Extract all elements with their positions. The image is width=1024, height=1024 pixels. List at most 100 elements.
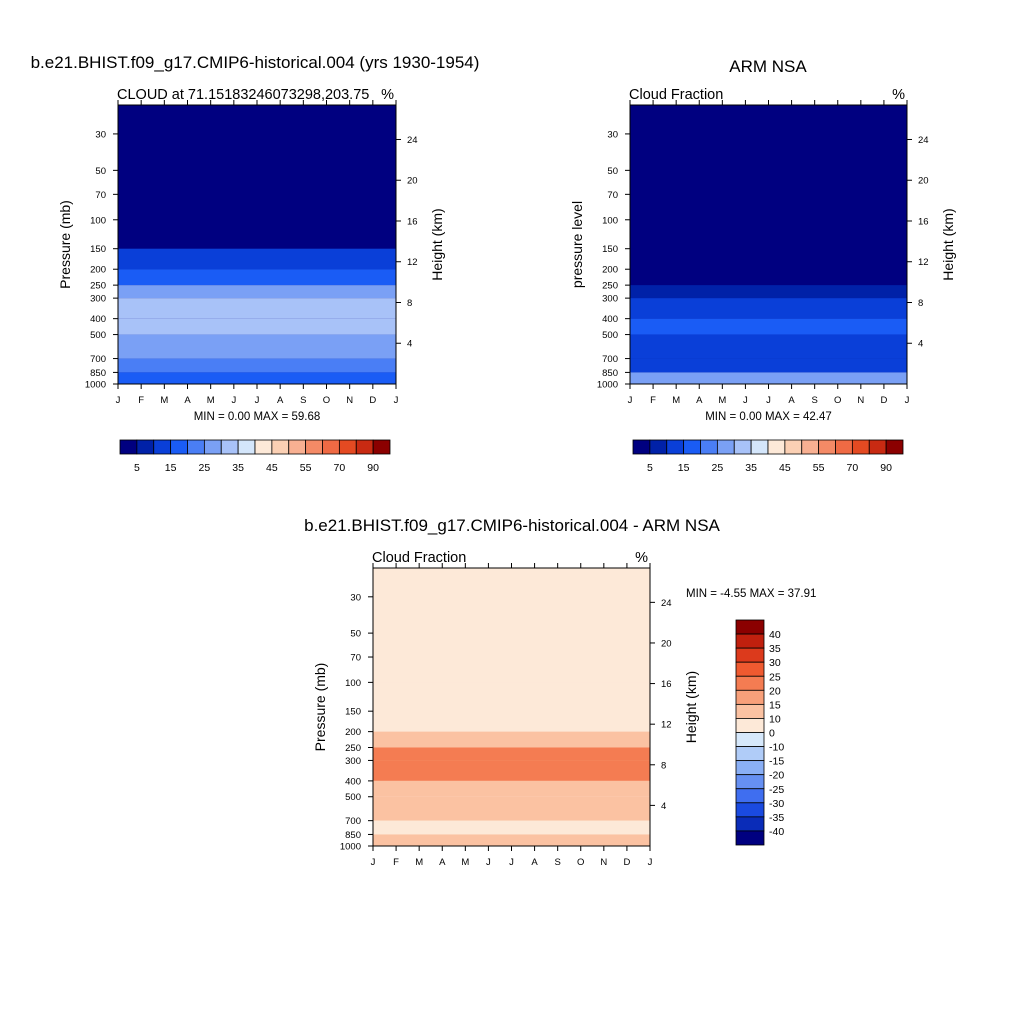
model-y-tick-label: 850 (90, 368, 106, 379)
diff-y-tick-label: 100 (345, 678, 361, 689)
model-title: b.e21.BHIST.f09_g17.CMIP6-historical.004… (31, 53, 480, 72)
obs-colorbar-label: 25 (712, 462, 724, 474)
diff-colorbar-box (735, 661, 765, 677)
model-x-tick-label: S (300, 395, 306, 406)
model-panel: b.e21.BHIST.f09_g17.CMIP6-historical.004… (31, 53, 480, 474)
diff-colorbar-label: 30 (769, 657, 781, 669)
diff-colorbar-label: -10 (769, 742, 784, 754)
model-y-tick-label: 500 (90, 330, 106, 341)
obs-y-tick-label: 500 (602, 330, 618, 341)
obs-x-tick-label: A (788, 395, 795, 406)
model-field-band (118, 133, 396, 249)
obs-panel: ARM NSA Cloud Fraction % J F M A M J J A S O N D J 30 50 7… (569, 57, 956, 474)
obs-x-tick-label: D (880, 395, 887, 406)
diff-colorbar-box (735, 732, 765, 747)
obs-x-tick-label: N (857, 395, 864, 406)
model-height-tick-label: 20 (407, 176, 418, 187)
obs-y-tick-label: 200 (602, 265, 618, 276)
diff-y-tick-label: 30 (350, 592, 361, 603)
obs-y-axis-label: pressure level (569, 201, 585, 288)
obs-colorbar-label: 90 (880, 462, 892, 474)
model-colorbar-label: 15 (165, 462, 177, 474)
obs-colorbar-box (784, 439, 803, 455)
model-y-tick-label: 400 (90, 314, 106, 325)
diff-y-tick-label: 150 (345, 707, 361, 718)
model-field-band (118, 358, 396, 373)
model-field-band (118, 298, 396, 319)
obs-colorbar-box (750, 439, 769, 455)
diff-colorbar-label: -25 (769, 784, 784, 796)
model-colorbar-box (153, 439, 172, 455)
model-colorbar-box (170, 439, 188, 455)
diff-minmax: MIN = -4.55 MAX = 37.91 (686, 588, 816, 600)
diff-x-tick-label: J (371, 857, 376, 868)
diff-colorbar-label: 25 (769, 671, 781, 683)
model-y-tick-label: 30 (95, 129, 106, 140)
obs-y-tick-label: 300 (602, 294, 618, 305)
obs-colorbar-box (632, 439, 651, 455)
diff-colorbar-label: 20 (769, 685, 781, 697)
obs-colorbar-label: 35 (745, 462, 757, 474)
model-y-tick-label: 150 (90, 244, 106, 255)
obs-field-band (630, 334, 907, 359)
model-x-tick-label: M (160, 395, 168, 406)
obs-colorbar-box (868, 439, 887, 455)
obs-colorbar-label: 15 (678, 462, 690, 474)
obs-colorbar-label: 5 (647, 462, 653, 474)
obs-field-band (630, 358, 907, 373)
diff-y-tick-label: 850 (345, 830, 361, 841)
diff-x-tick-label: O (577, 857, 584, 868)
diff-height-tick-label: 8 (661, 760, 666, 771)
obs-field-band (630, 133, 907, 286)
model-y-tick-label: 1000 (85, 380, 106, 391)
diff-x-tick-label: N (600, 857, 607, 868)
diff-height-tick-label: 16 (661, 679, 672, 690)
diff-y-tick-label: 500 (345, 792, 361, 803)
obs-minmax: MIN = 0.00 MAX = 42.47 (705, 411, 832, 423)
obs-colorbar-label: 55 (813, 462, 825, 474)
obs-subtitle-left: Cloud Fraction (629, 87, 723, 103)
model-subtitle-units: % (381, 87, 394, 103)
model-y-tick-label: 100 (90, 215, 106, 226)
obs-colorbar-box (716, 439, 735, 455)
model-x-tick-label: J (231, 395, 236, 406)
model-colorbar-label: 45 (266, 462, 278, 474)
model-y-tick-label: 250 (90, 281, 106, 292)
model-colorbar-box (355, 439, 374, 455)
model-minmax: MIN = 0.00 MAX = 59.68 (194, 411, 321, 423)
model-x-tick-label: J (255, 395, 260, 406)
diff-colorbar-box (735, 788, 765, 804)
diff-y-tick-label: 700 (345, 816, 361, 827)
diff-colorbar-box (735, 703, 765, 719)
diff-colorbar-box (735, 718, 765, 733)
obs-x-tick-label: J (743, 395, 748, 406)
model-colorbar-box (203, 439, 222, 455)
model-colorbar-label: 90 (367, 462, 379, 474)
model-x-tick-label: J (116, 395, 121, 406)
model-colorbar-box (338, 439, 357, 455)
model-x-tick-label: M (207, 395, 215, 406)
diff-field-band (373, 682, 650, 712)
diff-colorbar-box (735, 830, 765, 846)
diff-x-tick-label: A (531, 857, 538, 868)
model-colorbar-box (305, 439, 323, 455)
diff-colorbar-label: -15 (769, 756, 784, 768)
diff-x-tick-label: J (648, 857, 653, 868)
obs-height-tick-label: 16 (918, 216, 929, 227)
obs-colorbar-box (818, 439, 836, 455)
diff-colorbar-label: -40 (769, 826, 784, 838)
obs-y-tick-label: 100 (602, 215, 618, 226)
diff-field-band (373, 820, 650, 835)
diff-colorbar-box (735, 647, 765, 663)
diff-colorbar-label: 15 (769, 699, 781, 711)
diff-colorbar-box (735, 760, 765, 776)
obs-colorbar-box (885, 439, 904, 455)
obs-height-tick-label: 24 (918, 135, 929, 146)
diff-colorbar-label: 40 (769, 629, 781, 641)
model-field-band (118, 372, 396, 384)
diff-height-tick-label: 20 (661, 638, 672, 649)
obs-x-tick-label: J (905, 395, 910, 406)
diff-y-tick-label: 70 (350, 653, 361, 664)
obs-colorbar-box (666, 439, 685, 455)
diff-colorbar-label: -35 (769, 812, 784, 824)
